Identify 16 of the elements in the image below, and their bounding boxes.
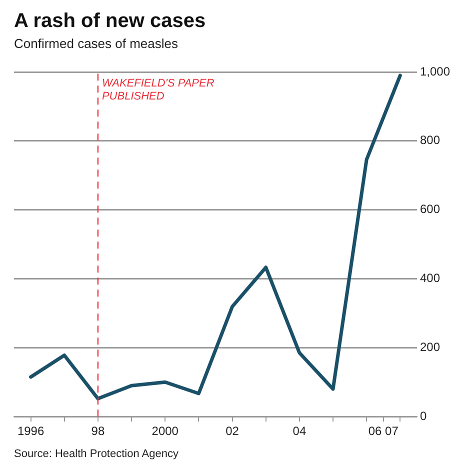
x-tick-label: 1996 <box>17 424 44 438</box>
chart-subtitle: Confirmed cases of measles <box>14 36 178 51</box>
x-tick-label: 98 <box>91 424 105 438</box>
y-tick-label: 200 <box>420 340 440 354</box>
x-tick-label: 04 <box>292 424 306 438</box>
ref-line-label: WAKEFIELD'S PAPER PUBLISHED <box>102 78 214 103</box>
y-tick-label: 0 <box>420 408 427 423</box>
x-tick-label: 2000 <box>152 424 179 438</box>
x-tick-label: 06 07 <box>368 424 399 438</box>
y-tick-label: 800 <box>420 133 440 148</box>
x-tick-label: 02 <box>226 424 240 438</box>
chart-title: A rash of new cases <box>14 10 206 33</box>
source-note: Source: Health Protection Agency <box>14 448 178 460</box>
y-tick-label: 400 <box>420 271 440 286</box>
y-tick-label: 1,000 <box>420 64 450 78</box>
y-tick-label: 600 <box>420 202 440 216</box>
